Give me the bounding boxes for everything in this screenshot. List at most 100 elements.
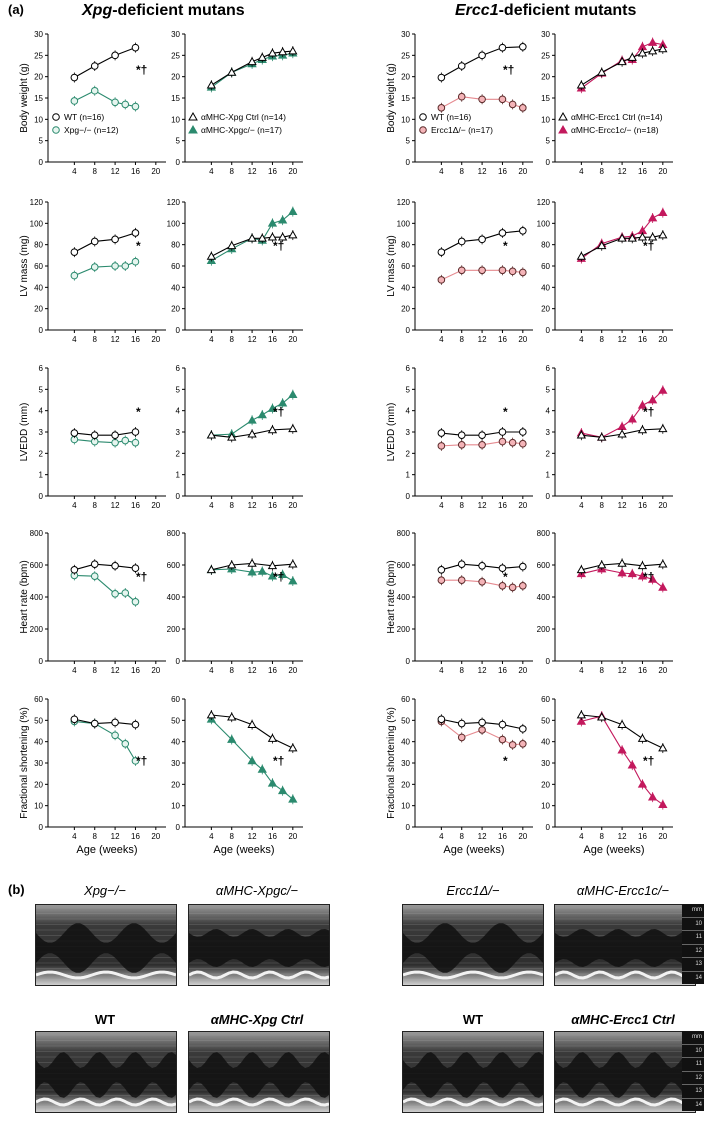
- data-point: [457, 62, 466, 70]
- x-tick-label: 16: [268, 501, 277, 510]
- data-point: [478, 51, 486, 60]
- data-point: [70, 97, 79, 105]
- significance-annotation: *†: [273, 239, 284, 253]
- data-point: [257, 566, 267, 575]
- data-point: [637, 560, 648, 570]
- y-tick-label: 0: [39, 823, 44, 832]
- scale-tick-label: 10: [682, 1043, 704, 1058]
- x-tick-label: 4: [72, 832, 77, 841]
- data-point: [277, 785, 288, 795]
- data-point: [647, 792, 658, 801]
- y-tick-label: 20: [541, 73, 550, 82]
- data-point: [457, 719, 466, 728]
- y-tick-label: 10: [171, 802, 180, 811]
- echo-wall: [36, 970, 176, 980]
- data-point: [647, 46, 658, 55]
- x-tick-label: 4: [209, 167, 214, 176]
- data-point: [267, 778, 278, 787]
- y-tick-label: 5: [546, 385, 551, 394]
- echo-image: [35, 1031, 177, 1113]
- data-point: [206, 710, 217, 719]
- xpg-group-title: Xpg-deficient mutans: [82, 2, 245, 20]
- data-point: [597, 67, 607, 76]
- y-tick-label: 600: [397, 561, 411, 570]
- y-axis-label: LV mass (mg): [19, 235, 30, 297]
- data-point: [111, 431, 119, 439]
- data-point: [288, 794, 298, 803]
- x-axis-label: Age (weeks): [76, 844, 137, 856]
- data-point: [257, 233, 267, 242]
- y-tick-label: 0: [39, 326, 44, 335]
- data-point: [267, 560, 278, 570]
- data-point: [617, 745, 627, 754]
- significance-annotation: *†: [643, 754, 654, 768]
- data-point: [478, 562, 486, 570]
- y-tick-label: 0: [406, 326, 411, 335]
- data-point: [90, 560, 99, 569]
- chart-xpg-lvm: 0 20 40 60 80 100 120 4 8 12 16 20 * LV mass (mg): [19, 198, 166, 344]
- data-point: [627, 52, 637, 61]
- data-point: [498, 437, 507, 446]
- data-point: [437, 104, 446, 112]
- panel-b-label: (b): [8, 882, 25, 897]
- significance-annotation: *: [503, 239, 508, 253]
- x-tick-label: 16: [268, 167, 277, 176]
- x-tick-label: 12: [618, 832, 627, 841]
- x-tick-label: 16: [498, 335, 507, 344]
- data-point: [627, 760, 637, 769]
- y-tick-label: 0: [546, 326, 551, 335]
- y-tick-label: 0: [176, 657, 181, 666]
- data-point: [576, 80, 587, 89]
- data-point: [519, 725, 527, 733]
- legend-marker: [558, 111, 568, 121]
- y-tick-label: 1: [39, 471, 44, 480]
- legend-marker: [52, 126, 60, 134]
- data-point: [647, 37, 658, 46]
- chart-ercc1-cko-bw: 05101520253048121620Body weight (g)αMHC-…: [541, 30, 673, 176]
- y-tick-label: 60: [171, 695, 180, 704]
- x-tick-label: 20: [658, 832, 667, 841]
- y-tick-label: 5: [39, 385, 44, 394]
- data-point: [277, 232, 288, 241]
- data-point: [111, 262, 119, 270]
- x-tick-label: 20: [151, 832, 160, 841]
- x-tick-label: 16: [498, 501, 507, 510]
- data-point: [658, 559, 668, 568]
- data-point: [131, 229, 140, 237]
- data-point: [288, 230, 298, 239]
- x-tick-label: 8: [93, 666, 98, 675]
- y-tick-label: 25: [401, 51, 410, 60]
- x-tick-label: 4: [209, 501, 214, 510]
- data-point: [617, 719, 627, 728]
- data-point: [70, 715, 79, 724]
- x-tick-label: 12: [478, 666, 487, 675]
- x-tick-label: 16: [498, 167, 507, 176]
- data-point: [131, 720, 140, 729]
- scale-bar: mm101112131415: [682, 1031, 704, 1111]
- y-tick-label: 100: [30, 219, 44, 228]
- x-tick-label: 4: [579, 832, 584, 841]
- x-tick-label: 20: [518, 501, 527, 510]
- data-point: [288, 46, 298, 55]
- data-point: [131, 43, 140, 52]
- y-tick-label: 20: [401, 780, 410, 789]
- y-axis-label: LV mass (mg): [386, 235, 397, 297]
- x-axis-label: Age (weeks): [443, 844, 504, 856]
- echo-wall: [189, 1097, 329, 1107]
- data-point: [498, 564, 507, 573]
- y-tick-label: 40: [401, 283, 410, 292]
- echo-image: [402, 1031, 544, 1113]
- x-tick-label: 12: [248, 335, 257, 344]
- scale-unit: mm: [692, 907, 702, 913]
- data-point: [658, 385, 668, 394]
- y-tick-label: 60: [34, 695, 43, 704]
- legend-label: Xpg−/− (n=12): [64, 125, 119, 135]
- data-point: [647, 574, 658, 583]
- data-point: [658, 44, 668, 53]
- y-tick-label: 2: [176, 449, 181, 458]
- y-tick-label: 25: [171, 51, 180, 60]
- data-point: [437, 576, 446, 585]
- data-point: [288, 206, 298, 215]
- echo-chamber: [189, 1052, 329, 1098]
